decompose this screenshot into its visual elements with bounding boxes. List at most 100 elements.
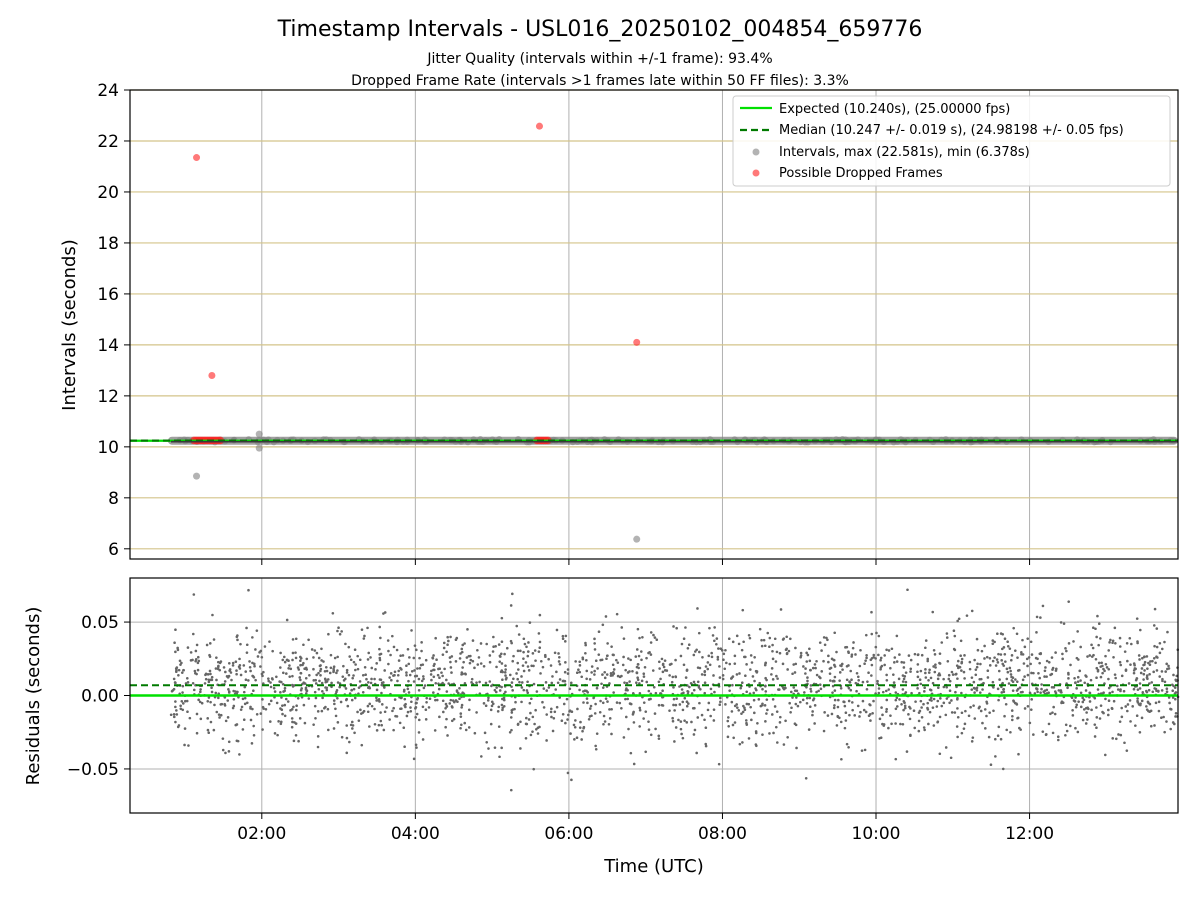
residual-point xyxy=(1155,627,1159,630)
residual-point xyxy=(382,612,385,615)
residual-point xyxy=(932,697,936,701)
residual-point xyxy=(1154,661,1157,665)
residual-point xyxy=(929,696,933,700)
residual-point xyxy=(356,667,360,671)
residual-point xyxy=(565,697,569,701)
residual-point xyxy=(361,690,365,694)
residual-point xyxy=(972,680,976,684)
residual-point xyxy=(425,700,428,704)
residual-point xyxy=(919,682,923,686)
x-axis-label: Time (UTC) xyxy=(603,856,704,877)
residual-point xyxy=(174,720,177,724)
residual-point xyxy=(256,655,260,658)
residual-point xyxy=(352,687,356,691)
residual-point xyxy=(1095,706,1098,709)
residual-point xyxy=(672,703,675,707)
residual-point xyxy=(304,692,308,695)
residual-point xyxy=(471,659,475,663)
residual-point xyxy=(645,680,649,684)
residual-point xyxy=(490,684,493,688)
residual-point xyxy=(417,677,421,681)
residual-point xyxy=(692,688,696,692)
residual-point xyxy=(314,682,318,685)
residual-point xyxy=(196,655,200,659)
residual-point xyxy=(524,716,528,720)
residual-point xyxy=(1138,687,1142,690)
residual-point xyxy=(833,675,837,679)
residual-point xyxy=(562,679,565,683)
intervals-y-tick-label: 6 xyxy=(108,540,119,560)
residual-point xyxy=(558,662,562,666)
residual-point xyxy=(1112,699,1116,703)
residual-point xyxy=(1042,690,1046,694)
residual-point xyxy=(525,645,528,649)
residual-point xyxy=(1082,698,1086,702)
residual-point xyxy=(603,720,607,723)
residual-point xyxy=(1047,722,1051,726)
dropped-frame-point xyxy=(535,122,543,130)
residual-point xyxy=(593,669,596,673)
residual-point xyxy=(1002,690,1006,694)
residual-point xyxy=(659,692,662,695)
residual-point xyxy=(618,701,622,705)
residual-point xyxy=(412,656,416,660)
residual-point xyxy=(755,688,758,692)
residual-point xyxy=(196,661,200,665)
residual-point xyxy=(354,668,357,672)
residual-point xyxy=(865,654,868,657)
residual-point xyxy=(410,629,413,632)
residual-point xyxy=(1017,752,1020,756)
residual-point xyxy=(568,687,572,691)
residual-point xyxy=(877,687,881,690)
residual-point xyxy=(733,654,737,658)
residual-point xyxy=(1141,691,1145,694)
residual-point xyxy=(851,646,855,650)
residual-point xyxy=(316,735,320,738)
intervals-y-tick-label: 10 xyxy=(97,438,119,458)
residual-point xyxy=(467,726,471,729)
residual-point xyxy=(1129,663,1132,666)
residual-point xyxy=(838,671,842,674)
residual-point xyxy=(247,588,250,592)
residual-point xyxy=(425,696,428,700)
residual-point xyxy=(245,701,249,705)
residual-point xyxy=(935,705,939,708)
residual-point xyxy=(277,720,280,723)
residual-point xyxy=(291,720,294,724)
residual-point xyxy=(735,703,739,706)
residual-point xyxy=(315,673,318,677)
residual-point xyxy=(461,672,464,676)
residual-point xyxy=(258,651,261,654)
residual-point xyxy=(805,696,809,700)
residual-point xyxy=(626,688,629,692)
residual-point xyxy=(248,660,251,663)
residual-point xyxy=(434,698,437,702)
residual-point xyxy=(931,610,935,614)
residual-point xyxy=(670,680,674,684)
residual-point xyxy=(1138,682,1142,685)
residual-point xyxy=(406,647,410,651)
residual-point xyxy=(932,649,936,652)
residual-point xyxy=(449,698,453,702)
residual-point xyxy=(964,709,967,713)
residual-point xyxy=(1129,720,1132,723)
residual-point xyxy=(989,763,993,767)
residual-point xyxy=(1030,653,1034,656)
residual-point xyxy=(294,637,298,641)
residual-point xyxy=(768,732,771,735)
residual-point xyxy=(345,697,348,701)
residual-point xyxy=(657,737,661,740)
residual-point xyxy=(550,681,554,685)
residual-point xyxy=(1005,677,1009,681)
residual-point xyxy=(927,722,930,726)
residual-point xyxy=(956,659,960,663)
residual-point xyxy=(679,654,683,658)
residual-point xyxy=(1165,690,1169,694)
residual-point xyxy=(494,690,498,694)
residual-point xyxy=(1148,682,1151,685)
residual-point xyxy=(1047,661,1051,664)
residual-point xyxy=(516,677,519,681)
residual-point xyxy=(615,658,618,662)
residual-point xyxy=(1009,669,1012,673)
intervals-y-tick-label: 24 xyxy=(97,81,119,101)
